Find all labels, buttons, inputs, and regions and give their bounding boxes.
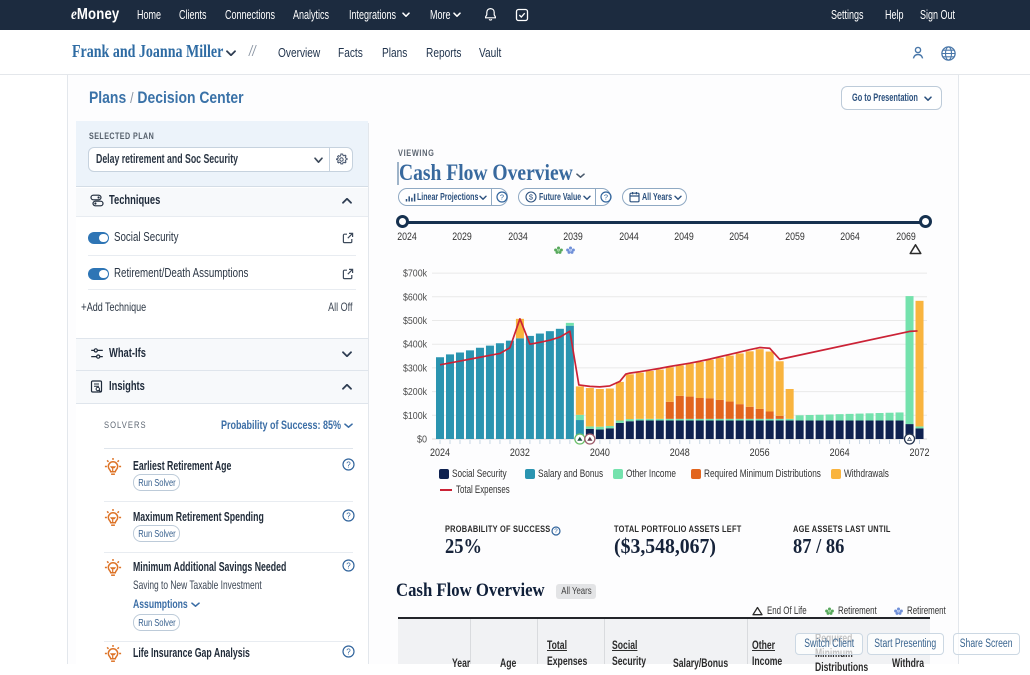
svg-text:$300k: $300k [403,362,428,374]
svg-text:$100k: $100k [403,410,428,422]
svg-text:?: ? [346,511,351,520]
svg-text:2024: 2024 [430,447,450,459]
svg-text:2072: 2072 [910,447,930,459]
svg-text:?: ? [346,460,351,469]
svg-text:$200k: $200k [403,386,428,398]
svg-text:?: ? [500,193,504,202]
svg-text:$: $ [529,193,534,202]
svg-text:2040: 2040 [590,447,610,459]
svg-text:$600k: $600k [403,291,428,303]
svg-text:?: ? [604,193,608,202]
svg-text:2056: 2056 [750,447,770,459]
svg-text:2032: 2032 [510,447,530,459]
svg-text:$0: $0 [417,434,427,446]
svg-text:2048: 2048 [670,447,690,459]
svg-text:$500k: $500k [403,315,428,327]
svg-text:$400k: $400k [403,339,428,351]
svg-text:?: ? [554,528,558,535]
svg-text:?: ? [346,647,351,656]
svg-text:2064: 2064 [830,447,850,459]
svg-text:?: ? [346,561,351,570]
svg-text:$700k: $700k [403,268,428,280]
